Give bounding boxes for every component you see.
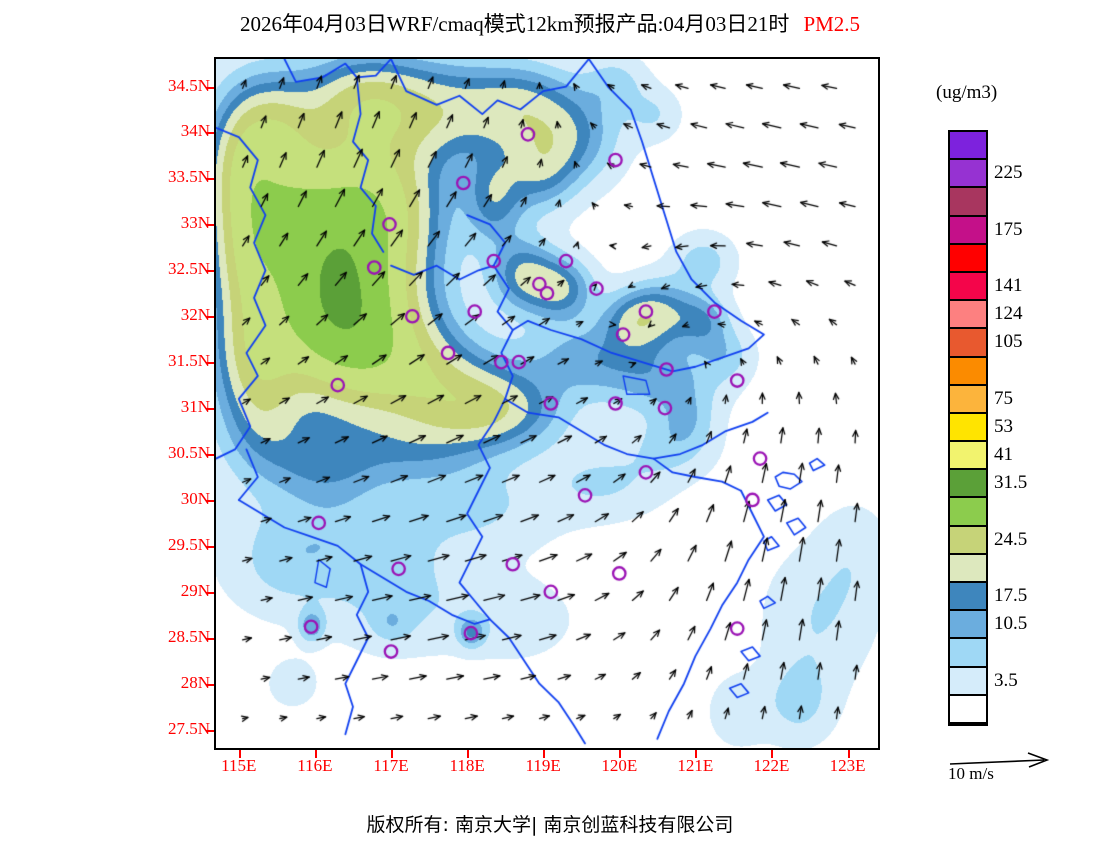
colorbar-tick-label: 41 xyxy=(994,444,1013,466)
colorbar-swatch xyxy=(950,160,986,189)
colorbar-swatch xyxy=(950,498,986,527)
lon-tick-mark xyxy=(543,750,546,758)
lat-tick-mark xyxy=(206,729,214,732)
lat-tick-label: 30.5N xyxy=(167,443,210,463)
colorbar-swatch xyxy=(950,385,986,414)
pm25-concentration-map[interactable] xyxy=(216,59,878,748)
lat-tick-mark xyxy=(206,178,214,181)
lon-tick-mark xyxy=(619,750,622,758)
lon-tick-mark xyxy=(314,750,317,758)
colorbar-swatch xyxy=(950,526,986,555)
colorbar[interactable]: 225 175 141 124 105 75 53 41 31.5 24.5 17.5 10.5 3.5 xyxy=(948,130,1027,726)
lon-tick-mark xyxy=(467,750,470,758)
colorbar-swatch xyxy=(950,583,986,612)
lat-tick-mark xyxy=(206,545,214,548)
colorbar-tick-label: 10.5 xyxy=(994,613,1028,635)
lon-tick-mark xyxy=(238,750,241,758)
title-main-text: 2026年04月03日WRF/cmaq模式12km预报产品:04月03日21时 xyxy=(239,12,790,36)
lat-tick-mark xyxy=(206,454,214,457)
colorbar-swatch xyxy=(950,639,986,668)
wind-scale-label: 10 m/s xyxy=(948,764,994,783)
lat-tick-mark xyxy=(206,408,214,411)
lon-tick-mark xyxy=(695,750,698,758)
lat-tick-label: 33N xyxy=(180,213,210,233)
colorbar-swatch xyxy=(950,470,986,499)
lon-tick-mark xyxy=(771,750,774,758)
lat-tick-mark xyxy=(206,316,214,319)
lon-tick-mark xyxy=(391,750,393,758)
colorbar-tick-label: 105 xyxy=(994,331,1023,353)
colorbar-swatch xyxy=(950,272,986,302)
lon-tick-label: 115E xyxy=(221,756,257,775)
lat-tick-mark xyxy=(206,270,214,273)
colorbar-tick-label: 3.5 xyxy=(994,669,1018,691)
wind-scale-arrow-icon xyxy=(949,752,1050,768)
colorbar-tick-label: 53 xyxy=(994,416,1013,437)
lat-tick-label: 31.5N xyxy=(167,351,210,371)
colorbar-tick-label: 17.5 xyxy=(994,585,1028,607)
copyright-footer: 版权所有: 南京大学| 南京创蓝科技有限公司 xyxy=(366,814,734,836)
colorbar-swatch xyxy=(950,413,986,443)
colorbar-tick-label: 75 xyxy=(994,387,1013,409)
lat-tick-label: 29.5N xyxy=(167,534,210,554)
colorbar-tick-label: 141 xyxy=(994,275,1023,297)
colorbar-swatch xyxy=(950,695,986,724)
lat-tick-label: 30N xyxy=(180,488,210,508)
lon-tick-label: 123E xyxy=(829,756,866,775)
lat-tick-mark xyxy=(206,637,214,640)
colorbar-swatch xyxy=(950,132,986,161)
colorbar-swatch xyxy=(950,216,986,245)
lat-tick-label: 33.5N xyxy=(167,167,210,187)
lon-tick-label: 120E xyxy=(601,756,638,775)
lat-tick-label: 28N xyxy=(180,672,210,692)
lat-tick-label: 32.5N xyxy=(167,259,210,279)
lat-tick-mark xyxy=(206,683,214,686)
colorbar-swatch xyxy=(950,357,986,386)
lon-tick-label: 116E xyxy=(297,756,333,775)
colorbar-tick-label: 124 xyxy=(994,303,1023,325)
lat-tick-mark xyxy=(206,86,214,89)
lon-tick-label: 119E xyxy=(525,756,561,775)
colorbar-swatch xyxy=(950,611,986,640)
chart-title: 2026年04月03日WRF/cmaq模式12km预报产品:04月03日21时 P… xyxy=(0,8,1100,38)
lon-tick-label: 121E xyxy=(677,756,714,775)
colorbar-swatch xyxy=(950,554,986,583)
lat-tick-label: 34.5N xyxy=(167,75,210,95)
colorbar-swatch xyxy=(950,442,986,471)
lat-tick-mark xyxy=(206,224,214,227)
lat-tick-label: 32N xyxy=(180,305,210,325)
lat-tick-label: 34N xyxy=(180,121,210,141)
colorbar-swatch xyxy=(950,188,986,217)
lat-tick-label: 28.5N xyxy=(167,626,210,646)
lat-tick-label: 31N xyxy=(180,397,210,417)
lat-tick-label: 29N xyxy=(180,580,210,600)
lon-tick-label: 122E xyxy=(753,756,790,775)
lat-tick-mark xyxy=(206,362,214,365)
lon-tick-label: 118E xyxy=(449,756,485,775)
lat-tick-label: 27.5N xyxy=(167,718,210,738)
colorbar-tick-label: 225 xyxy=(994,162,1023,184)
colorbar-swatch xyxy=(950,329,986,358)
title-species-text: PM2.5 xyxy=(803,12,861,36)
colorbar-tick-label: 24.5 xyxy=(994,528,1028,550)
colorbar-units-label: (ug/m3) xyxy=(936,82,998,103)
colorbar-tick-label: 175 xyxy=(994,218,1023,240)
lon-tick-mark xyxy=(847,750,850,758)
colorbar-swatch xyxy=(950,301,986,330)
colorbar-swatch xyxy=(950,667,986,696)
map-plot-area[interactable] xyxy=(214,57,880,750)
colorbar-swatch xyxy=(950,244,986,273)
colorbar-tick-label: 31.5 xyxy=(994,472,1028,494)
lat-tick-mark xyxy=(206,499,214,502)
lon-tick-label: 117E xyxy=(373,756,409,775)
lat-tick-mark xyxy=(206,132,214,135)
lat-tick-mark xyxy=(206,591,214,594)
